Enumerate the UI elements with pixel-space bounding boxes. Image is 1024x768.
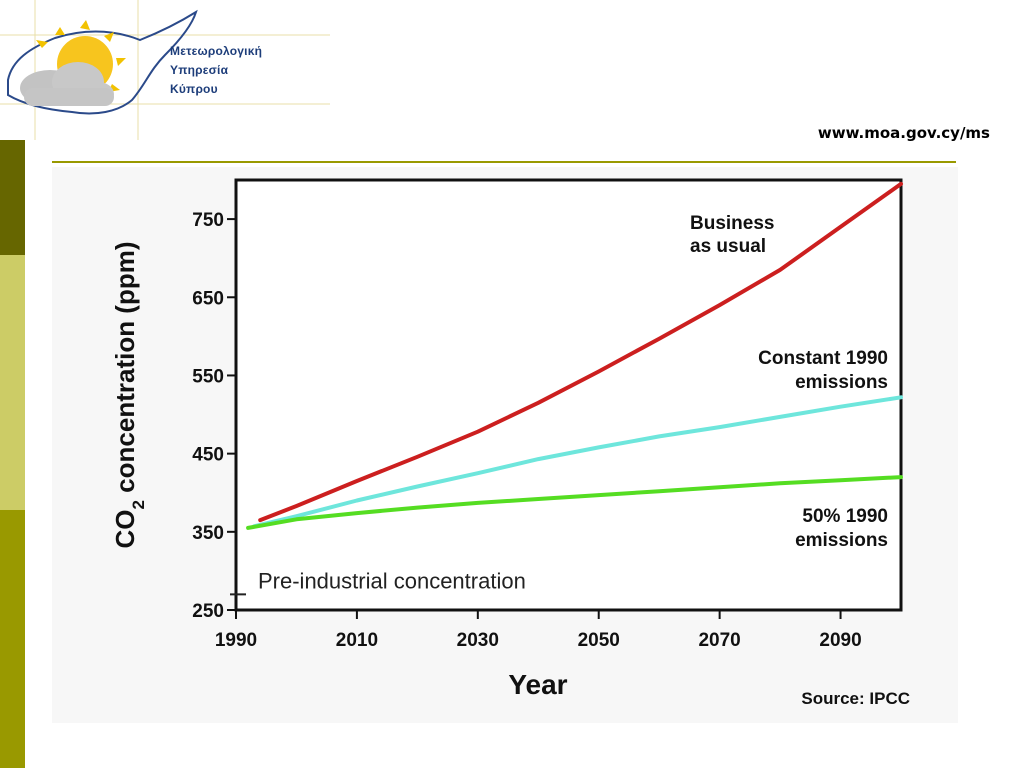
website-link[interactable]: www.moa.gov.cy/ms	[817, 124, 990, 142]
org-name-line-3: Κύπρου	[170, 82, 218, 96]
sun-cloud-cyprus-icon	[0, 0, 330, 140]
chart-panel: 250 350 450 550 650 750 1990 2010 2030 2050 2070 20…	[52, 167, 958, 723]
y-axis-title: CO2 concentration (ppm)	[110, 241, 148, 548]
series-line-business-as-usual	[258, 181, 903, 523]
series-label-2-line-0: 50% 1990	[802, 506, 888, 527]
x-tick-label-2030: 2030	[457, 630, 499, 651]
x-axis-title: Year	[508, 669, 567, 700]
org-name-line-2: Υπηρεσία	[170, 63, 229, 77]
series-label-1-line-0: Constant 1990	[758, 348, 888, 369]
series-label-0-line-1: as usual	[690, 236, 766, 257]
org-name-line-1: Μετεωρολογική	[170, 44, 263, 58]
y-tick-label-750: 750	[192, 210, 224, 231]
x-tick-label-1990: 1990	[215, 630, 257, 651]
series-label-2-line-1: emissions	[795, 530, 888, 551]
y-tick-label-550: 550	[192, 366, 224, 387]
x-tick-label-2090: 2090	[819, 630, 861, 651]
y-tick-label-250: 250	[192, 601, 224, 622]
x-tick-label-2050: 2050	[578, 630, 620, 651]
side-accent-bar-light	[0, 255, 25, 510]
y-tick-label-350: 350	[192, 523, 224, 544]
side-accent-bar-dark	[0, 140, 25, 255]
series-line-constant-1990-emissions	[252, 395, 903, 529]
co2-chart: 250 350 450 550 650 750 1990 2010 2030 2050 2070 20…	[110, 178, 910, 708]
y-tick-label-450: 450	[192, 445, 224, 466]
series-label-0-line-0: Business	[690, 213, 774, 234]
x-tick-label-2070: 2070	[698, 630, 740, 651]
plot-frame	[234, 178, 903, 612]
header-divider	[52, 161, 956, 163]
side-accent-bar-mid	[0, 510, 25, 768]
series-line-50-1990-emissions	[246, 475, 903, 530]
x-tick-label-2010: 2010	[336, 630, 378, 651]
chart-source: Source: IPCC	[801, 689, 910, 708]
series-label-1-line-1: emissions	[795, 372, 888, 393]
logo: Μετεωρολογική Υπηρεσία Κύπρου	[0, 0, 340, 140]
y-tick-label-650: 650	[192, 288, 224, 309]
pre-industrial-label: Pre-industrial concentration	[258, 568, 526, 593]
